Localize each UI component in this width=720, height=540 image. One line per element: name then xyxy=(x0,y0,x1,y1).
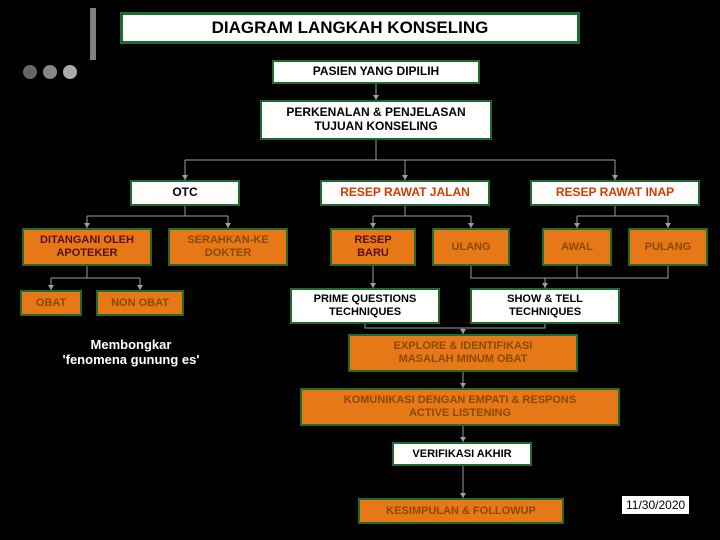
node-obat: OBAT xyxy=(20,290,82,316)
node-pasien: PASIEN YANG DIPILIH xyxy=(272,60,480,84)
node-resepbaru: RESEP BARU xyxy=(330,228,416,266)
node-membongkar: Membongkar 'fenomena gunung es' xyxy=(38,334,224,372)
node-prime: PRIME QUESTIONS TECHNIQUES xyxy=(290,288,440,324)
node-ditangani: DITANGANI OLEH APOTEKER xyxy=(22,228,152,266)
node-rawatinap: RESEP RAWAT INAP xyxy=(530,180,700,206)
bullet-dot2 xyxy=(43,65,57,79)
node-nonobat: NON OBAT xyxy=(96,290,184,316)
node-verifikasi: VERIFIKASI AKHIR xyxy=(392,442,532,466)
bullet-dot1 xyxy=(23,65,37,79)
node-rawatjalan: RESEP RAWAT JALAN xyxy=(320,180,490,206)
node-pulang: PULANG xyxy=(628,228,708,266)
node-ulang: ULANG xyxy=(432,228,510,266)
date-stamp: 11/30/2020 xyxy=(622,496,689,514)
side-bar xyxy=(90,8,96,60)
node-title: DIAGRAM LANGKAH KONSELING xyxy=(120,12,580,44)
node-explore: EXPLORE & IDENTIFIKASI MASALAH MINUM OBA… xyxy=(348,334,578,372)
node-kesimpulan: KESIMPULAN & FOLLOWUP xyxy=(358,498,564,524)
edge xyxy=(471,266,545,288)
node-otc: OTC xyxy=(130,180,240,206)
node-komunikasi: KOMUNIKASI DENGAN EMPATI & RESPONS ACTIV… xyxy=(300,388,620,426)
edge xyxy=(545,266,577,278)
node-awal: AWAL xyxy=(542,228,612,266)
edge xyxy=(545,266,668,278)
node-showtell: SHOW & TELL TECHNIQUES xyxy=(470,288,620,324)
node-serahkan: SERAHKAN-KE DOKTER xyxy=(168,228,288,266)
node-perkenalan: PERKENALAN & PENJELASAN TUJUAN KONSELING xyxy=(260,100,492,140)
edge xyxy=(463,324,545,328)
edge xyxy=(365,324,463,334)
bullet-dot3 xyxy=(63,65,77,79)
